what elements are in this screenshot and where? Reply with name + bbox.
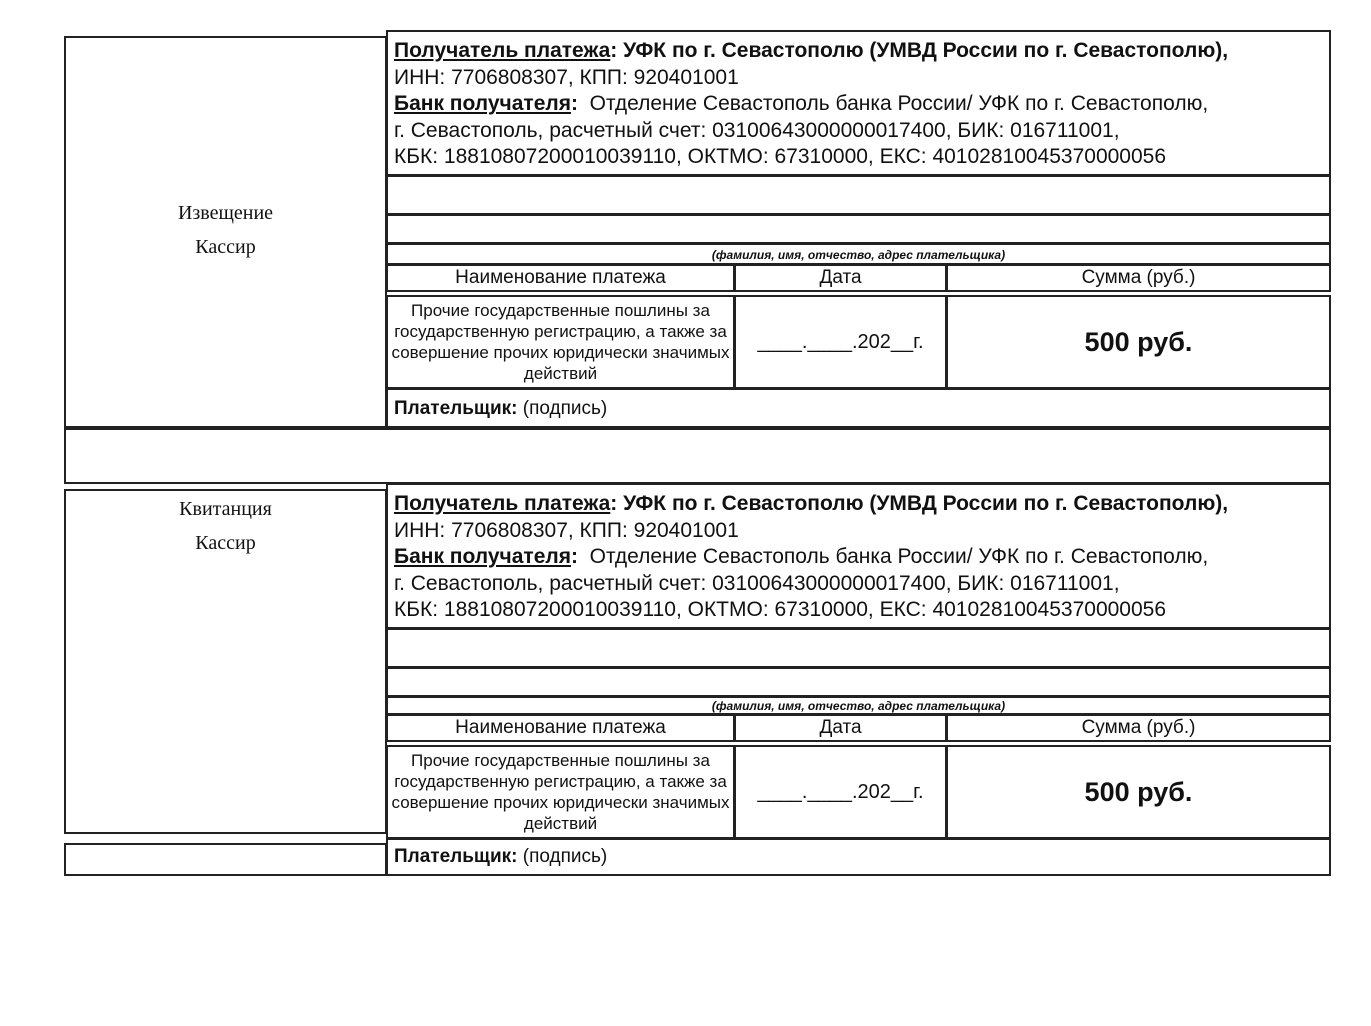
payment-date-text: ____.____.202__г. [757, 780, 924, 803]
payer-caption: (фамилия, имя, отчество, адрес плательщи… [386, 696, 1331, 715]
inn-kpp: ИНН: 7706808307, КПП: 920401001 [394, 65, 739, 89]
recipient-value: : УФК по г. Севастополю (УМВД России по … [610, 492, 1229, 515]
payment-sum: 500 руб. [946, 295, 1331, 389]
payment-name: Прочие государственные пошлины за госуда… [386, 745, 735, 839]
bank-label: Банк получателя [394, 545, 571, 568]
side-title: Квитанция [179, 498, 272, 520]
payment-sum-text: 500 руб. [1084, 326, 1193, 357]
account-line: г. Севастополь, расчетный счет: 03100643… [394, 571, 1120, 595]
account-line: г. Севастополь, расчетный счет: 03100643… [394, 118, 1120, 142]
receipt-side-box-lower [64, 843, 387, 876]
payment-date[interactable]: ____.____.202__г. [734, 745, 947, 839]
payer-name-field[interactable] [386, 175, 1331, 215]
payer-sign: (подпись) [517, 398, 608, 419]
bank-colon: : [570, 545, 578, 568]
recipient-label: Получатель платежа [394, 39, 611, 62]
notice-side-labels: Извещение Кассир [64, 196, 387, 264]
cut-line-gap [64, 428, 1331, 484]
kbk-line: КБК: 18810807200010039110, ОКТМО: 673100… [394, 598, 1167, 621]
payment-name: Прочие государственные пошлины за госуда… [386, 295, 735, 389]
payer-label: Плательщик: [394, 846, 518, 867]
payment-name-text: Прочие государственные пошлины за госуда… [391, 301, 730, 383]
bank-label: Банк получателя [394, 92, 571, 115]
payment-date-text: ____.____.202__г. [757, 330, 924, 353]
payment-date[interactable]: ____.____.202__г. [734, 295, 947, 389]
col-name-header: Наименование платежа [386, 714, 735, 742]
receipt-side-labels: Квитанция Кассир [64, 492, 387, 560]
payer-label: Плательщик: [394, 398, 518, 419]
inn-kpp: ИНН: 7706808307, КПП: 920401001 [394, 518, 739, 542]
payer-sign: (подпись) [517, 846, 608, 867]
side-cashier: Кассир [195, 236, 256, 258]
payer-address-field[interactable] [386, 667, 1331, 697]
col-date-header: Дата [734, 714, 947, 742]
col-date-header: Дата [734, 264, 947, 292]
col-sum-header: Сумма (руб.) [946, 264, 1331, 292]
recipient-value: : УФК по г. Севастополю (УМВД России по … [610, 39, 1229, 62]
notice-section: Извещение Кассир Получатель платежа: УФК… [0, 30, 1371, 480]
kbk-line: КБК: 18810807200010039110, ОКТМО: 673100… [394, 145, 1167, 168]
payer-name-field[interactable] [386, 628, 1331, 668]
payer-signature-row[interactable]: Плательщик: (подпись) [386, 388, 1331, 428]
recipient-block: Получатель платежа: УФК по г. Севастопол… [386, 30, 1331, 176]
bank-value: Отделение Севастополь банка России/ УФК … [577, 545, 1209, 568]
payment-sum-text: 500 руб. [1084, 776, 1193, 807]
receipt-section: Квитанция Кассир Получатель платежа: УФК… [0, 483, 1371, 933]
col-sum-header: Сумма (руб.) [946, 714, 1331, 742]
bank-colon: : [570, 92, 578, 115]
payer-caption: (фамилия, имя, отчество, адрес плательщи… [386, 243, 1331, 265]
payment-sum: 500 руб. [946, 745, 1331, 839]
side-cashier: Кассир [195, 532, 256, 554]
recipient-label: Получатель платежа [394, 492, 611, 515]
payer-address-field[interactable] [386, 214, 1331, 244]
payer-signature-row[interactable]: Плательщик: (подпись) [386, 838, 1331, 876]
bank-value: Отделение Севастополь банка России/ УФК … [577, 92, 1209, 115]
recipient-block: Получатель платежа: УФК по г. Севастопол… [386, 483, 1331, 629]
col-name-header: Наименование платежа [386, 264, 735, 292]
side-title: Извещение [177, 202, 274, 224]
payment-name-text: Прочие государственные пошлины за госуда… [391, 751, 730, 833]
